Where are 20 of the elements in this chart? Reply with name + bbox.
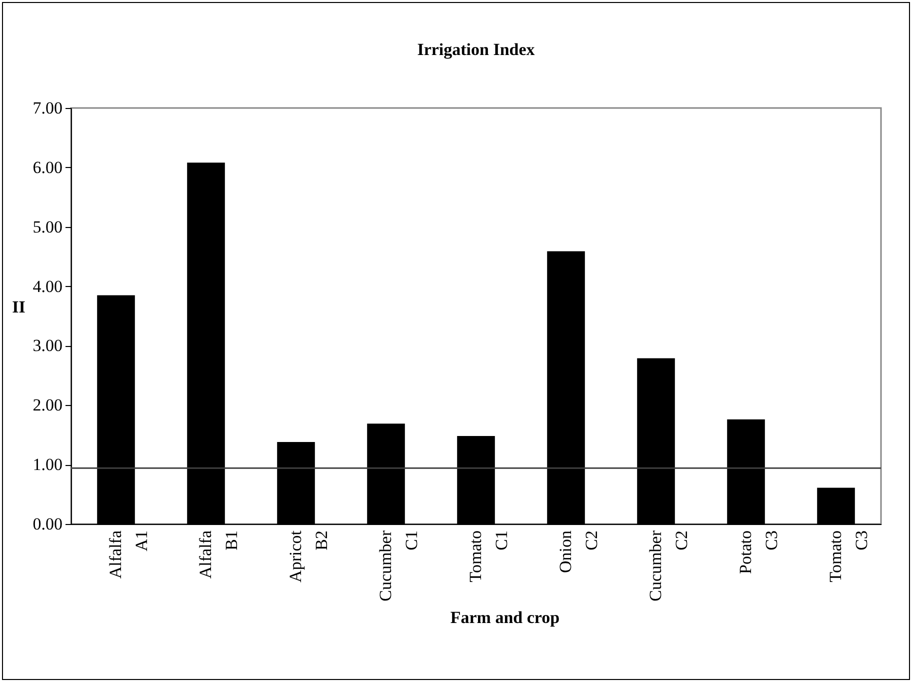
y-tick-label: 1.00	[32, 455, 62, 474]
y-tick-label: 2.00	[32, 396, 62, 415]
y-axis-title: II	[12, 298, 26, 316]
y-tick-label: 0.00	[32, 514, 62, 534]
x-tick-label: Alfalfa B1	[196, 530, 241, 579]
y-tick-label: 7.00	[32, 98, 62, 118]
x-tick-label: Alfalfa A1	[106, 530, 151, 579]
x-tick-label: Cucumber C1	[376, 530, 421, 602]
x-axis-title: Farm and crop	[449, 608, 561, 628]
y-tick-label: 6.00	[32, 158, 62, 177]
x-tick-label: Potato C3	[736, 530, 781, 574]
y-tick-label: 5.00	[32, 217, 62, 236]
y-tick-label: 3.00	[32, 336, 62, 356]
chart-title: Irrigation Index	[417, 40, 536, 59]
x-tick-label: Onion C2	[556, 530, 601, 573]
x-tick-label: Cucumber C2	[646, 530, 691, 602]
x-tick-label: Tomato C1	[466, 530, 511, 582]
x-tick-label: Apricot B2	[286, 530, 331, 582]
y-tick-label: 4.00	[32, 276, 62, 296]
x-tick-label: Tomato C3	[826, 530, 871, 582]
